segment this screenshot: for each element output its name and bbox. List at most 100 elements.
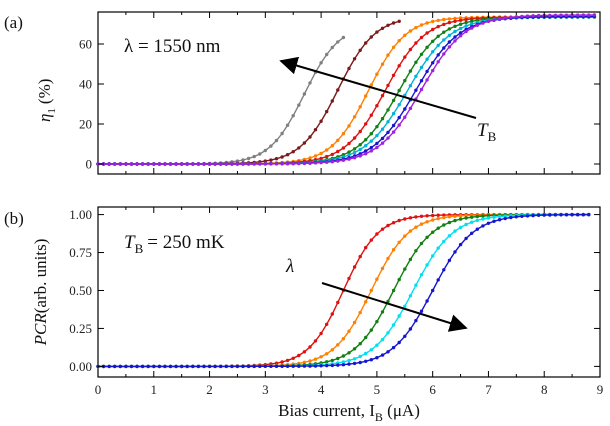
data-point	[397, 103, 401, 107]
data-point	[397, 340, 401, 345]
data-point	[341, 35, 346, 40]
data-point	[436, 18, 440, 23]
data-point	[107, 162, 111, 166]
x-tick-label: 3	[262, 382, 269, 397]
data-point	[408, 216, 413, 220]
data-point	[391, 323, 396, 327]
data-point	[386, 83, 390, 88]
data-point	[369, 328, 373, 332]
data-point	[369, 288, 373, 293]
data-point	[330, 144, 334, 148]
data-point	[570, 13, 574, 17]
data-point	[341, 363, 346, 367]
data-point	[302, 364, 307, 368]
data-point	[380, 62, 385, 66]
data-point	[447, 40, 452, 44]
data-point	[291, 150, 295, 154]
x-tick-label: 1	[151, 382, 158, 397]
wavelength-arrow-label: λ	[285, 256, 294, 277]
data-point	[297, 364, 301, 368]
data-point	[330, 160, 334, 164]
data-point	[514, 15, 518, 19]
data-point	[425, 57, 429, 61]
data-point	[576, 213, 580, 217]
data-point	[369, 113, 373, 117]
data-point	[163, 162, 167, 166]
data-point	[509, 15, 513, 19]
data-point	[113, 364, 117, 369]
data-point	[408, 47, 413, 52]
data-point	[464, 222, 468, 227]
data-point	[464, 17, 468, 22]
data-point	[548, 213, 552, 217]
data-point	[503, 16, 507, 20]
data-point	[497, 218, 502, 222]
data-point	[358, 254, 362, 259]
data-point	[308, 359, 312, 363]
data-point	[369, 35, 373, 39]
data-point	[285, 153, 290, 157]
data-point	[470, 26, 474, 30]
data-point	[364, 335, 368, 340]
data-point	[436, 278, 440, 282]
data-point	[380, 353, 385, 357]
data-point	[297, 353, 301, 358]
data-point	[414, 318, 418, 323]
data-point	[442, 22, 446, 27]
data-point	[458, 31, 463, 35]
data-point	[280, 131, 284, 136]
data-point	[436, 43, 440, 48]
data-point	[358, 105, 362, 109]
data-point	[425, 31, 429, 35]
data-point	[302, 350, 307, 354]
data-point	[380, 310, 385, 314]
data-point	[369, 145, 373, 150]
data-point	[252, 154, 256, 159]
data-point	[380, 227, 385, 231]
panel-b-label: (b)	[4, 209, 24, 228]
data-point	[447, 17, 452, 21]
data-point	[436, 24, 440, 29]
data-point	[403, 304, 407, 308]
data-point	[553, 213, 558, 217]
data-point	[347, 351, 351, 355]
data-point	[425, 299, 429, 303]
data-point	[553, 13, 558, 17]
data-point	[280, 155, 284, 159]
data-point	[581, 13, 585, 17]
data-point	[447, 27, 452, 31]
data-point	[453, 24, 457, 28]
data-point	[425, 220, 429, 224]
data-point	[207, 364, 212, 369]
data-point	[587, 13, 591, 17]
data-point	[202, 364, 206, 369]
data-point	[386, 223, 390, 228]
data-point	[347, 124, 351, 128]
data-point	[152, 364, 156, 369]
data-point	[403, 33, 407, 37]
data-point	[246, 156, 251, 161]
data-point	[285, 358, 290, 363]
data-point	[308, 81, 312, 85]
data-point	[258, 152, 262, 156]
data-point	[358, 342, 362, 346]
data-point	[442, 52, 446, 56]
data-point	[352, 347, 357, 351]
data-point	[336, 40, 340, 44]
data-point	[341, 337, 346, 341]
data-point	[414, 215, 418, 219]
data-point	[536, 213, 541, 217]
data-point	[447, 234, 452, 238]
data-point	[364, 94, 368, 98]
data-point	[419, 222, 424, 226]
data-point	[509, 215, 513, 220]
data-point	[386, 350, 390, 354]
data-point	[475, 218, 479, 223]
data-point	[408, 29, 413, 33]
data-point	[403, 267, 407, 271]
data-point	[246, 364, 251, 369]
data-point	[581, 213, 585, 217]
data-point	[124, 162, 128, 166]
data-point	[442, 268, 446, 272]
